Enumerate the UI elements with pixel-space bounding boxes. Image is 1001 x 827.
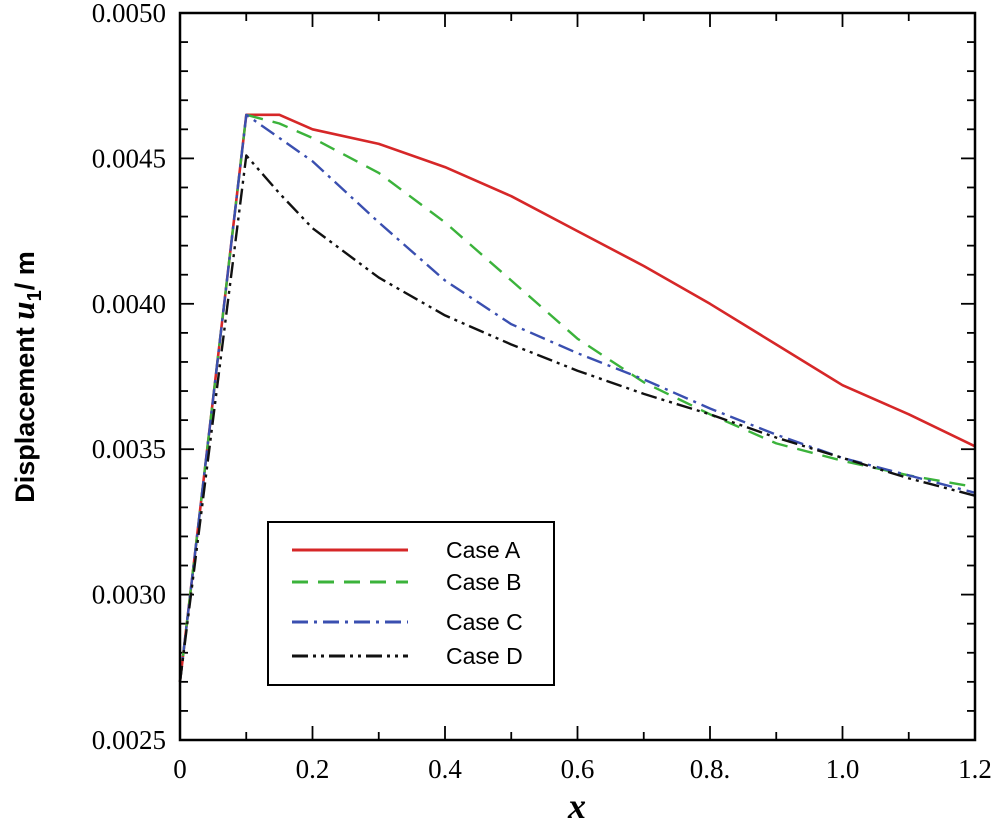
x-tick-label: 1.0 [826, 754, 860, 784]
plot-frame [178, 11, 977, 742]
x-tick-labels: 0 0.2 0.4 0.6 0.8. 1.0 1.2 [173, 754, 992, 784]
y-tick-label: 0.0040 [92, 289, 166, 319]
x-axis-label: x [567, 786, 586, 826]
legend-label-case-a: Case A [446, 537, 521, 563]
y-tick-label: 0.0030 [92, 580, 166, 610]
legend-label-case-c: Case C [446, 609, 523, 635]
y-tick-label: 0.0045 [92, 143, 166, 173]
series-line-case-d [178, 154, 976, 682]
x-tick-label: 0 [173, 754, 187, 784]
x-tick-label: 0.2 [296, 754, 330, 784]
y-tick-label: 0.0050 [92, 0, 166, 28]
legend: Case A Case B Case C Case D [267, 521, 555, 686]
y-axis-label-suffix: / m [10, 251, 40, 290]
y-axis-label-prefix: Displacement [10, 320, 40, 503]
legend-label-case-d: Case D [446, 643, 523, 669]
y-tick-label: 0.0035 [92, 434, 166, 464]
x-tick-label: 0.6 [561, 754, 595, 784]
x-tick-label: 0.8. [690, 754, 731, 784]
y-axis-label-subscript: 1 [24, 290, 46, 301]
y-tick-label: 0.0025 [92, 725, 166, 755]
legend-label-case-b: Case B [446, 569, 521, 595]
series-line-case-b [178, 113, 976, 682]
x-tick-label: 0.4 [428, 754, 462, 784]
series-lines [178, 113, 976, 682]
y-axis-label-symbol: u [6, 301, 42, 319]
series-line-case-a [178, 113, 976, 682]
y-axis-label: Displacement u1/ m [6, 251, 46, 503]
x-tick-label: 1.2 [958, 754, 992, 784]
axis-ticks [179, 12, 976, 741]
y-tick-labels: 0.0025 0.0030 0.0035 0.0040 0.0045 0.0050 [92, 0, 166, 755]
